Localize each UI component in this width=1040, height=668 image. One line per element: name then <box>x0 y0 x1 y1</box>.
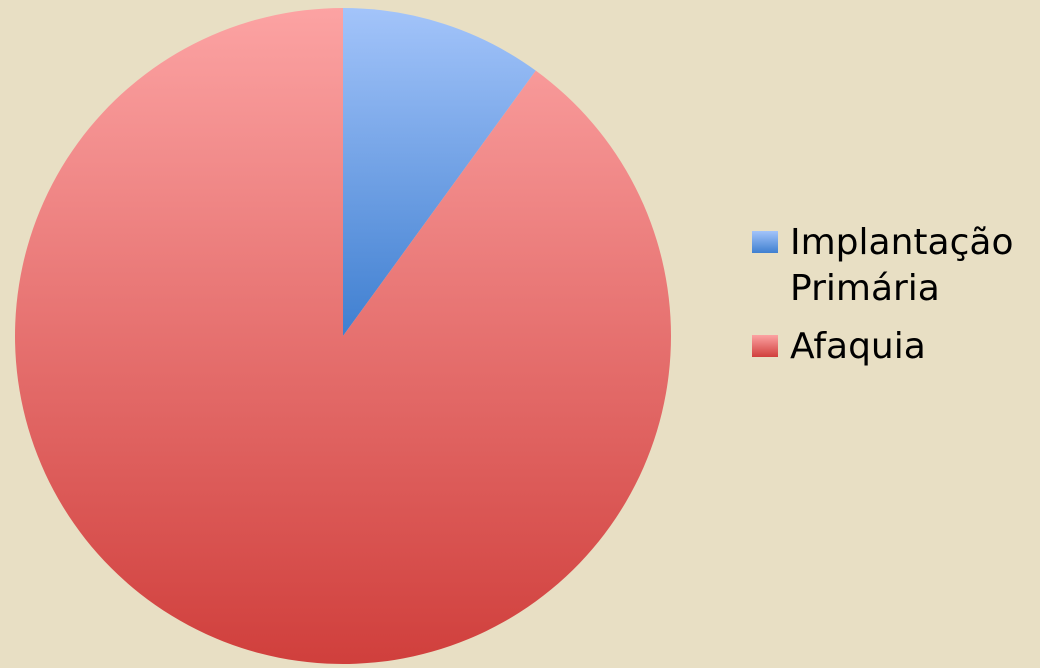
legend-label-implantacao-primaria: Implantação Primária <box>790 222 1014 309</box>
pie-slice-afaquia <box>15 8 672 664</box>
legend-item-afaquia: Afaquia <box>752 324 1037 370</box>
pie-slices <box>15 8 672 664</box>
legend-item-implantacao-primaria: Implantação Primária <box>752 220 1037 312</box>
legend-swatch-implantacao-primaria <box>752 231 778 253</box>
legend-label-afaquia: Afaquia <box>790 326 926 367</box>
legend-swatch-afaquia <box>752 335 778 357</box>
legend: Implantação Primária Afaquia <box>752 220 1037 382</box>
pie-slice-implantacao-primaria <box>343 8 536 336</box>
